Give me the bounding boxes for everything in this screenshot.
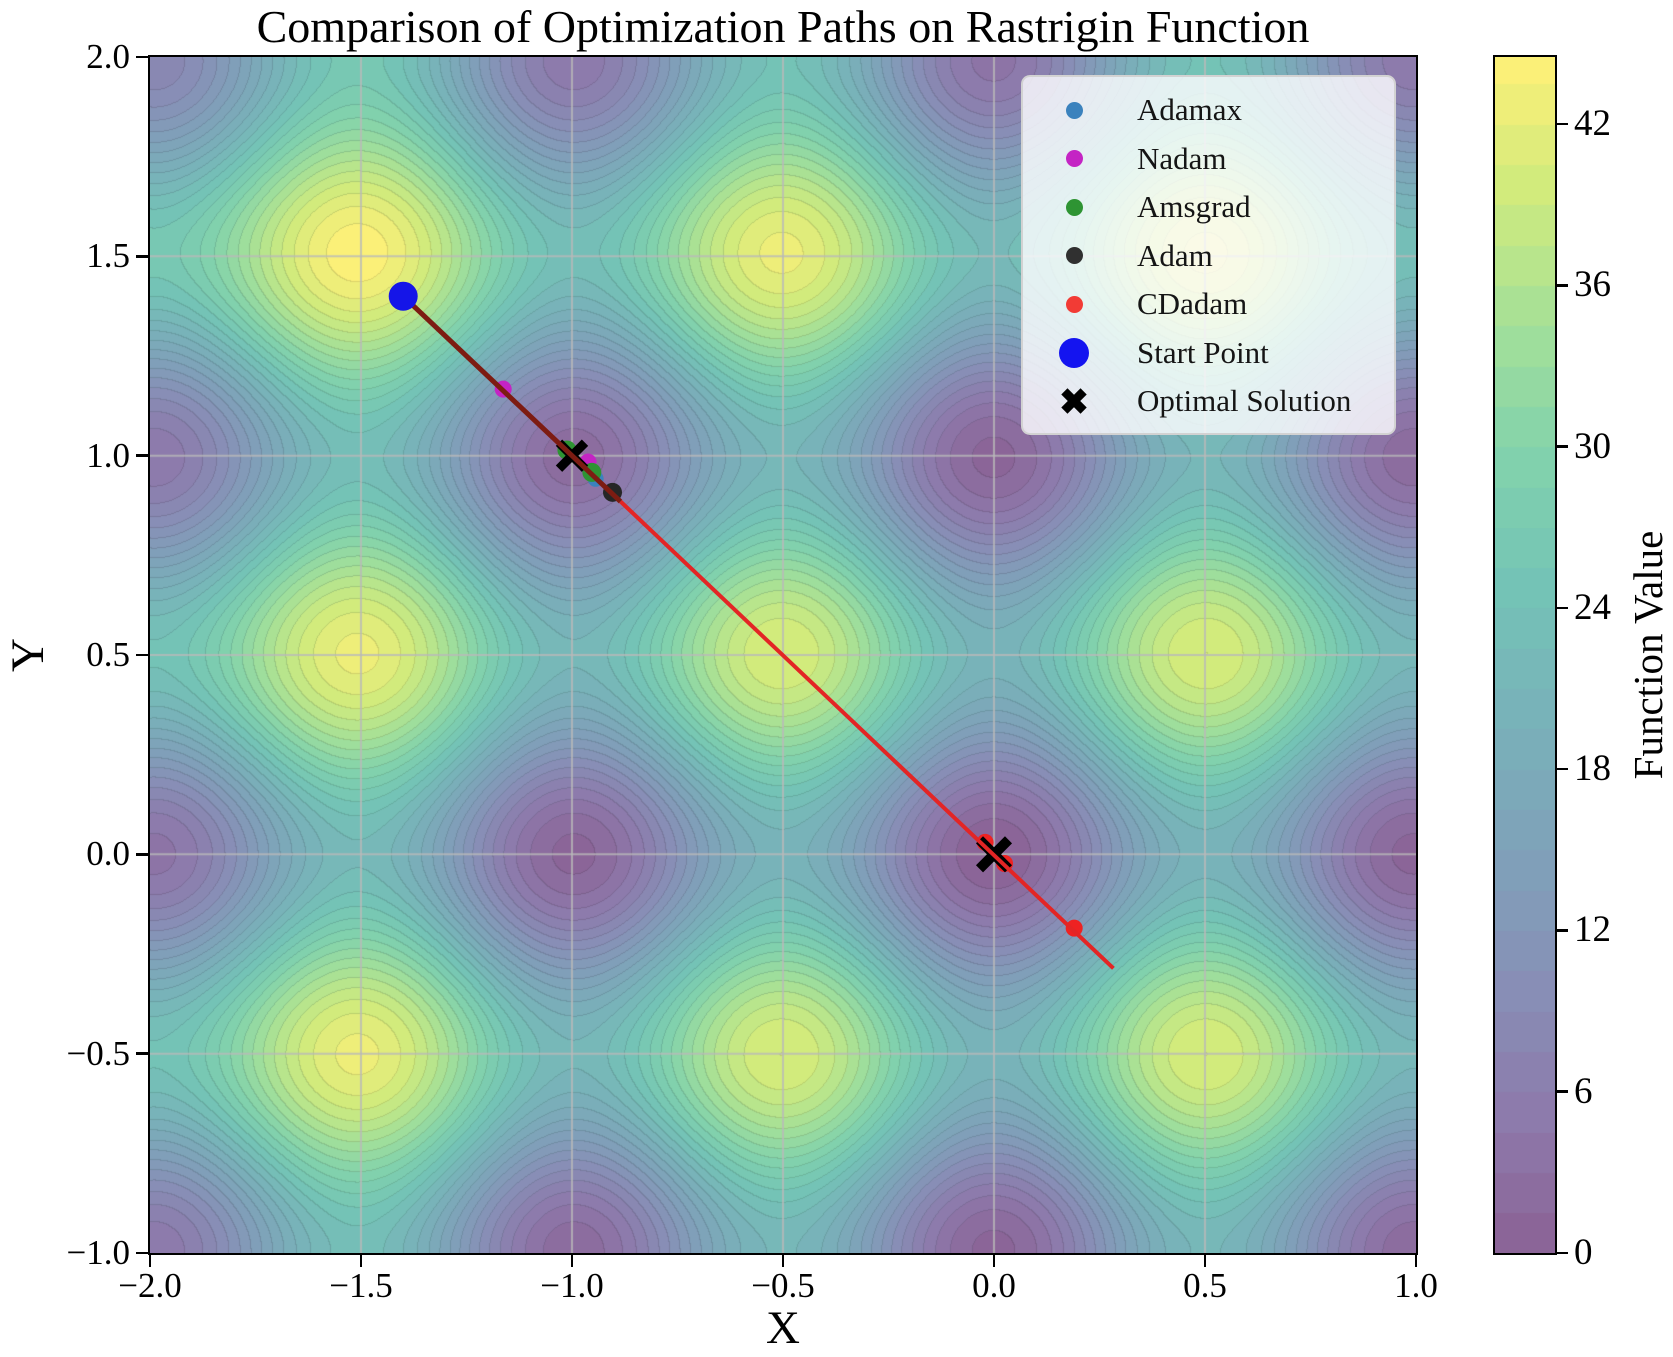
colorbar-tick-mark (1556, 929, 1568, 932)
legend-label: Optimal Solution (1137, 383, 1352, 419)
colorbar-tick-mark (1556, 122, 1568, 126)
colorbar-tick-label: 6 (1574, 1070, 1593, 1112)
colorbar-tick-mark (1556, 767, 1568, 771)
legend-label: CDadam (1137, 286, 1248, 322)
y-tick-label: −1.0 (66, 1233, 131, 1272)
legend-marker-cell (1023, 337, 1125, 368)
colorbar-tick-mark (1556, 606, 1568, 610)
legend: Adamax Nadam Amsgrad Adam CDadam Start Point O… (1021, 75, 1396, 435)
legend-item-optimal-solution: Optimal Solution (1023, 377, 1394, 426)
y-tick-label: 1.0 (86, 435, 130, 475)
x-tick-label: −0.5 (751, 1266, 815, 1305)
cdadam-marker-icon (1065, 295, 1083, 313)
start-point-marker-icon (1059, 337, 1089, 368)
legend-item-cdadam: CDadam (1023, 280, 1394, 329)
colorbar-canvas (1495, 57, 1555, 1253)
legend-label: Start Point (1137, 334, 1269, 370)
x-tick-label: −1.0 (540, 1266, 604, 1305)
x-tick-label: 1.0 (1394, 1266, 1438, 1305)
legend-item-nadam: Nadam (1023, 135, 1394, 184)
x-marker-icon (1061, 388, 1087, 414)
legend-marker-cell (1023, 247, 1125, 265)
y-tick-mark (136, 1052, 149, 1055)
legend-label: Adam (1137, 237, 1213, 273)
colorbar-tick-label: 18 (1574, 748, 1611, 790)
colorbar (1493, 55, 1557, 1255)
colorbar-tick-mark (1556, 445, 1568, 448)
colorbar-tick-mark (1556, 1251, 1568, 1255)
y-tick-label: 2.0 (86, 37, 130, 76)
x-tick-mark (570, 1254, 574, 1267)
adamax-marker-icon (1065, 101, 1083, 119)
x-tick-mark (992, 1254, 996, 1267)
y-tick-label: 0.5 (86, 635, 130, 674)
x-tick-mark (1203, 1254, 1207, 1267)
colorbar-tick-label: 30 (1574, 425, 1611, 467)
legend-marker-cell (1023, 198, 1125, 216)
y-tick-mark (136, 653, 149, 657)
y-tick-mark (136, 255, 149, 258)
y-axis-label: Y (2, 638, 54, 672)
x-tick-label: −1.5 (329, 1266, 393, 1305)
legend-label: Adamax (1137, 92, 1243, 128)
y-tick-mark (136, 853, 149, 856)
nadam-marker-icon (1065, 150, 1083, 168)
colorbar-tick-mark (1556, 284, 1568, 287)
colorbar-tick-label: 24 (1574, 586, 1611, 628)
y-tick-label: 0.0 (86, 834, 130, 874)
x-axis-label: X (766, 1302, 800, 1354)
x-tick-mark (1414, 1254, 1418, 1267)
y-tick-mark (136, 454, 149, 457)
legend-marker-cell (1023, 150, 1125, 168)
colorbar-tick-label: 0 (1574, 1232, 1593, 1273)
amsgrad-marker-icon (1065, 198, 1083, 216)
legend-item-adam: Adam (1023, 232, 1394, 281)
chart-title: Comparison of Optimization Paths on Rast… (256, 1, 1310, 52)
legend-label: Nadam (1137, 140, 1227, 176)
adam-marker-icon (1065, 247, 1083, 265)
y-tick-label: 1.5 (86, 236, 130, 276)
colorbar-tick-label: 12 (1574, 909, 1611, 951)
legend-marker-cell (1023, 101, 1125, 119)
y-tick-mark (136, 1251, 149, 1255)
x-tick-label: 0.0 (972, 1266, 1016, 1305)
legend-item-amsgrad: Amsgrad (1023, 183, 1394, 232)
legend-label: Amsgrad (1137, 189, 1251, 225)
x-tick-mark (781, 1254, 785, 1267)
colorbar-label: Function Value (1625, 530, 1671, 780)
legend-marker-cell (1023, 295, 1125, 313)
legend-item-adamax: Adamax (1023, 86, 1394, 135)
legend-marker-cell (1023, 387, 1125, 415)
colorbar-tick-label: 36 (1574, 264, 1611, 306)
x-tick-label: −2.0 (118, 1266, 182, 1305)
x-tick-mark (148, 1254, 152, 1267)
y-tick-label: −0.5 (66, 1033, 131, 1073)
y-tick-mark (136, 55, 149, 59)
colorbar-tick-label: 42 (1574, 103, 1611, 145)
x-tick-mark (359, 1254, 363, 1267)
x-tick-label: 0.5 (1183, 1266, 1227, 1305)
colorbar-tick-mark (1556, 1090, 1568, 1093)
legend-item-start-point: Start Point (1023, 329, 1394, 378)
